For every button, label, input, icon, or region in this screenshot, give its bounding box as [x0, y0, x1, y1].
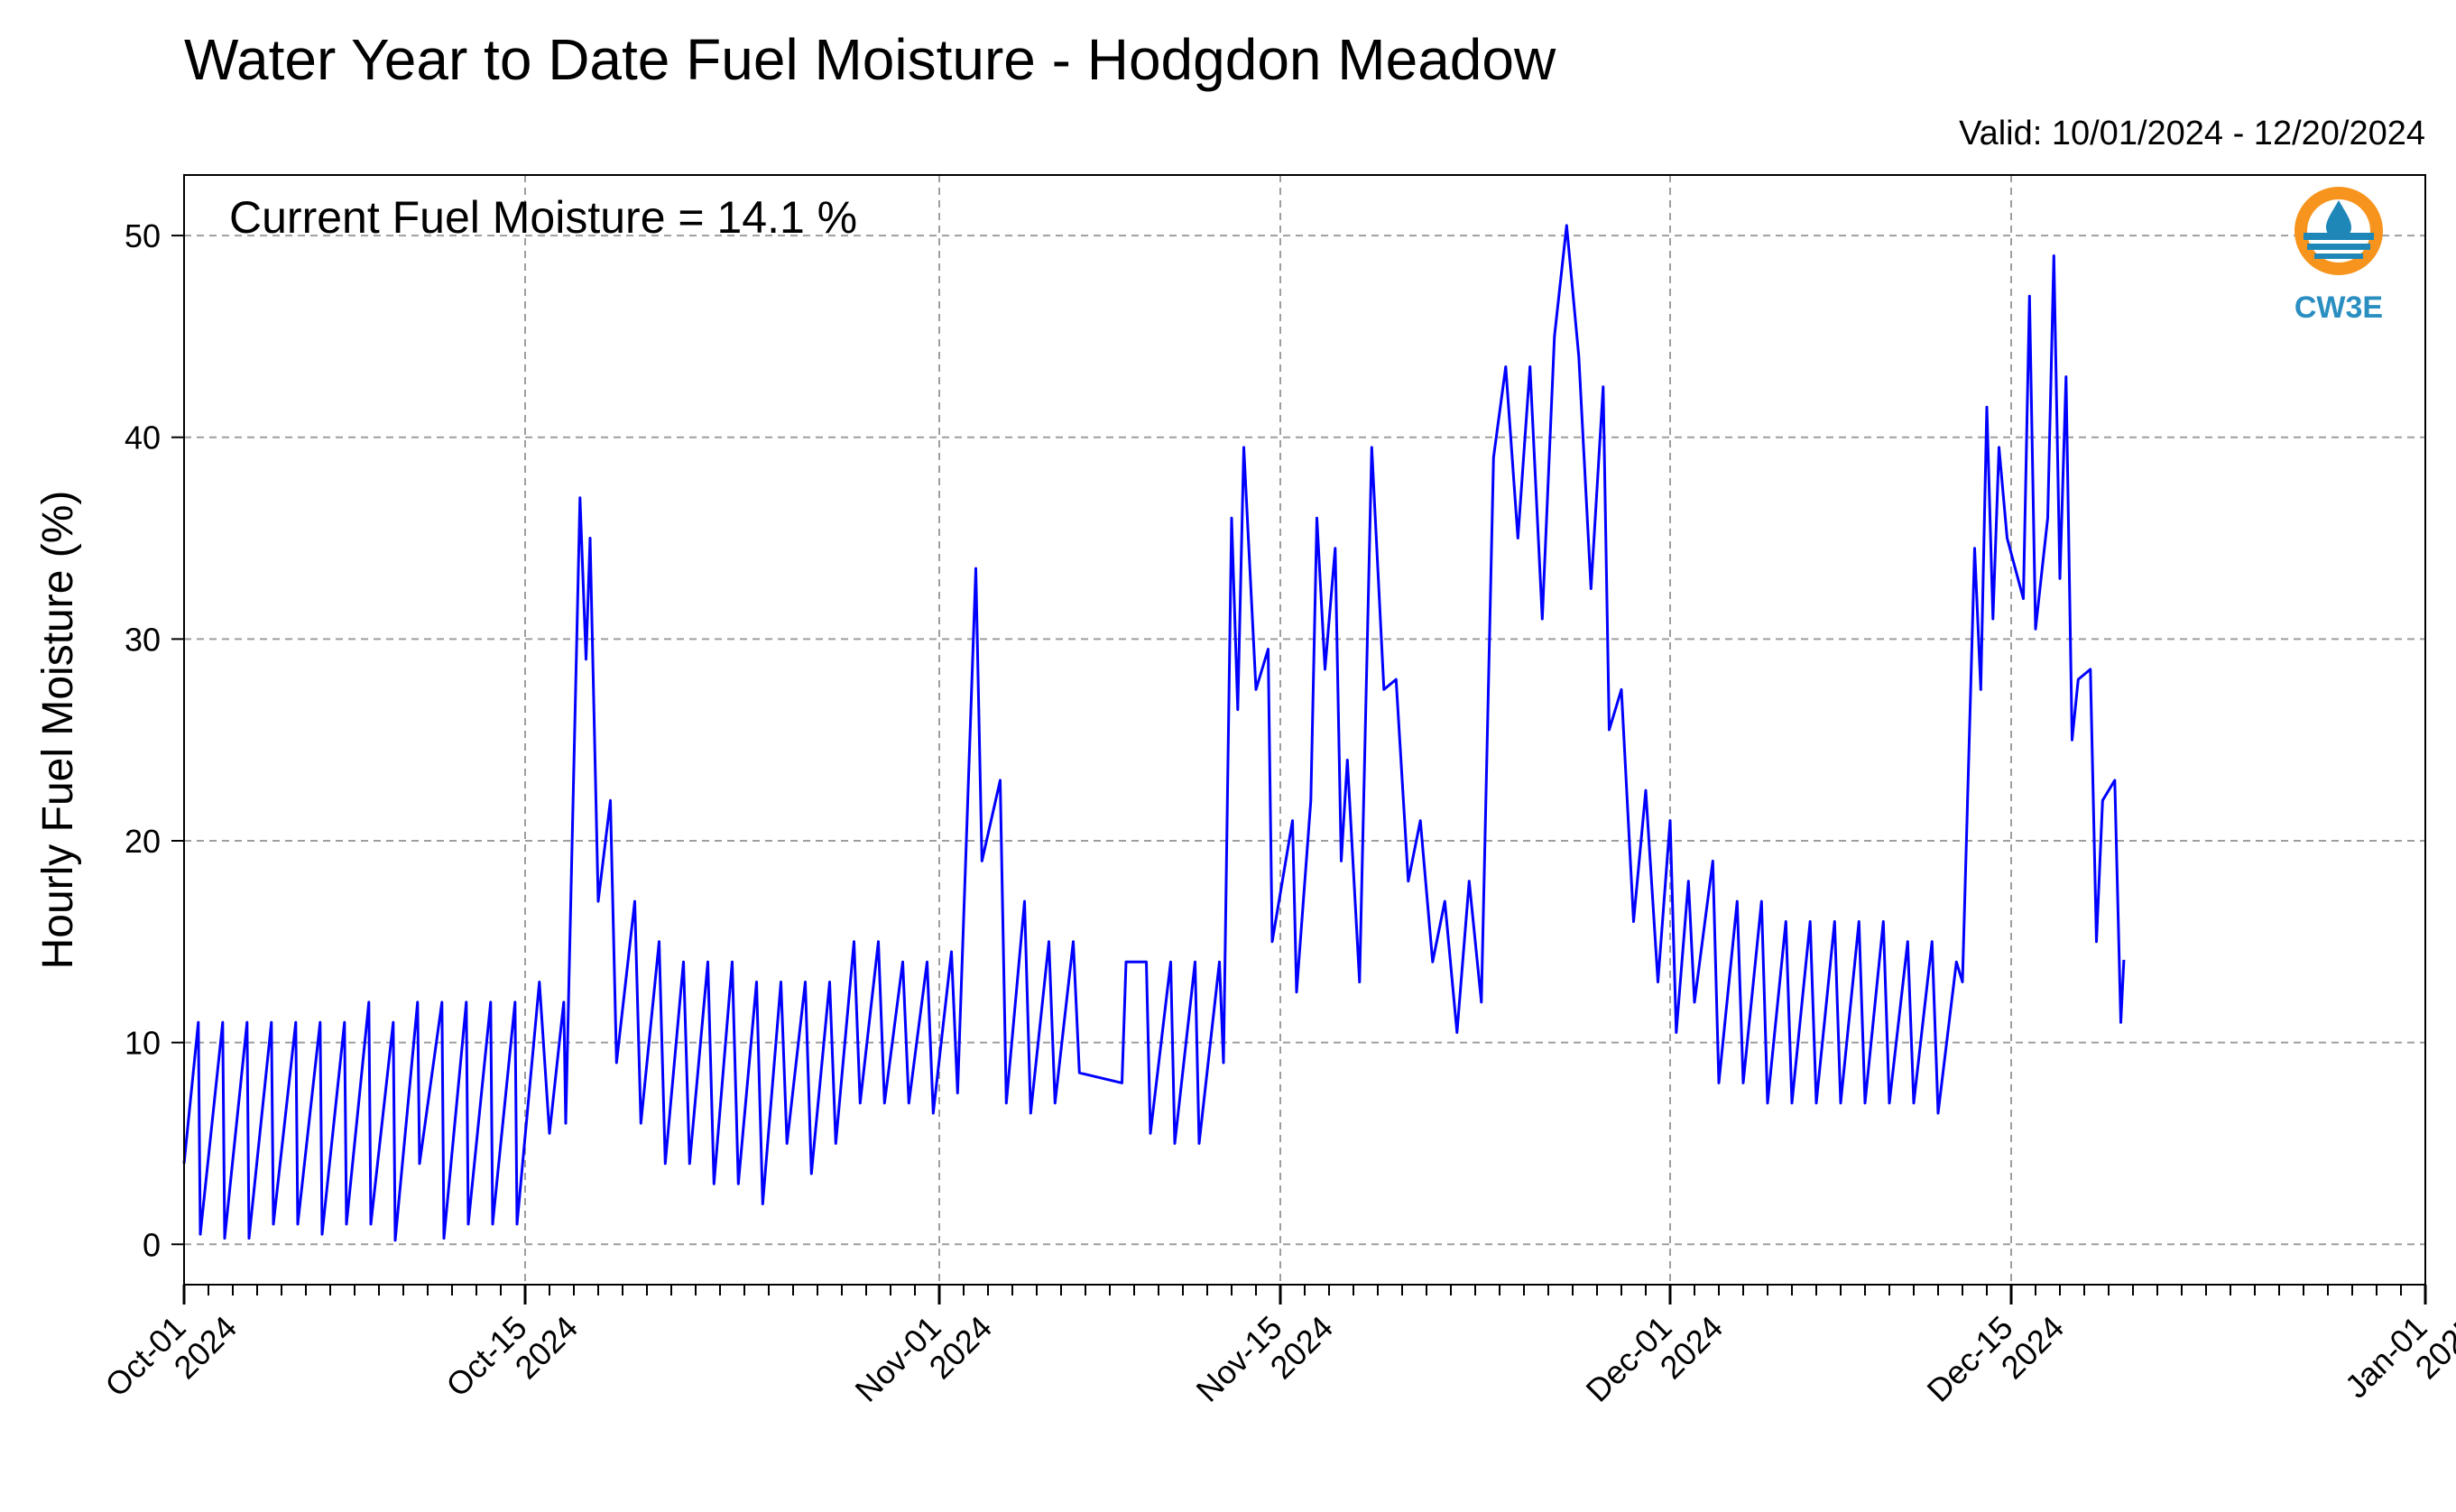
y-tick-label: 0 [143, 1226, 161, 1263]
plot-frame [183, 174, 2426, 1286]
logo-water-band-icon [2314, 254, 2363, 259]
grid-lines [183, 175, 2426, 1285]
y-axis-label: Hourly Fuel Moisture (%) [34, 491, 82, 970]
y-axis: 0 10 20 30 40 50 [125, 217, 184, 1263]
data-series [182, 224, 2126, 1242]
y-tick-label: 50 [125, 217, 161, 254]
cw3e-logo: CW3E [2294, 187, 2383, 325]
chart-title: Water Year to Date Fuel Moisture - Hodgd… [184, 27, 1556, 92]
fuel-moisture-line [182, 224, 2126, 1242]
current-fuel-moisture-label: Current Fuel Moisture = 14.1 % [229, 192, 857, 243]
water-drop-icon [2326, 200, 2351, 240]
valid-date-range: Valid: 10/01/2024 - 12/20/2024 [1959, 115, 2425, 152]
y-tick-label: 40 [125, 419, 161, 456]
logo-water-band-icon [2307, 244, 2370, 250]
y-tick-label: 20 [125, 823, 161, 860]
y-tick-label: 10 [125, 1025, 161, 1062]
logo-text: CW3E [2294, 290, 2383, 325]
y-tick-label: 30 [125, 621, 161, 658]
